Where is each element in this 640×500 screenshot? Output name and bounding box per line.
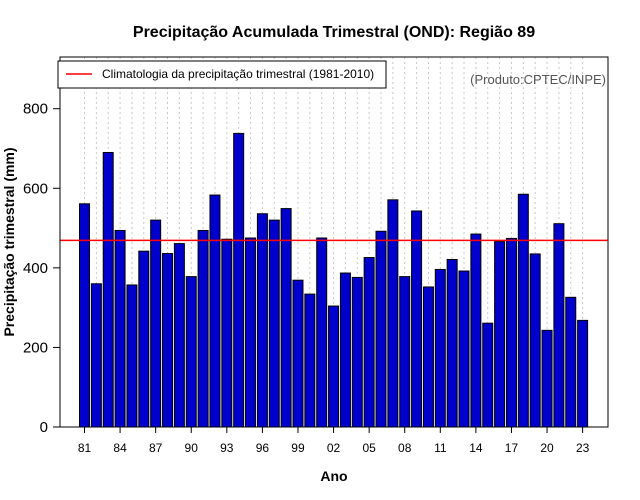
x-tick-label-17: 17 [505, 441, 519, 455]
bar-2018 [517, 193, 529, 428]
bar-1989 [173, 243, 185, 428]
bar-2019 [529, 253, 541, 428]
bar-2016 [494, 241, 506, 428]
x-tick-label-84: 84 [113, 441, 127, 455]
bar-1991 [197, 229, 209, 428]
bar-2003 [339, 272, 351, 428]
bar-2023 [577, 319, 589, 428]
bar-1981 [79, 203, 90, 428]
bar-1995 [245, 237, 257, 428]
bar-2010 [422, 286, 434, 428]
x-tick-label-20: 20 [540, 441, 554, 455]
bar-1999 [292, 279, 304, 428]
bar-1992 [209, 194, 221, 428]
bar-1982 [90, 283, 102, 428]
bar-2012 [446, 259, 458, 428]
chart-title: Precipitação Acumulada Trimestral (OND):… [133, 24, 535, 41]
x-tick-label-99: 99 [291, 441, 305, 455]
bar-1990 [185, 276, 197, 428]
x-tick-label-02: 02 [327, 441, 341, 455]
bar-2021 [553, 223, 565, 428]
bar-2020 [541, 329, 553, 428]
bars [79, 132, 589, 428]
bar-1997 [268, 219, 280, 428]
bar-2006 [375, 230, 387, 428]
bar-1987 [150, 219, 162, 428]
bar-1993 [221, 238, 233, 428]
x-tick-label-96: 96 [256, 441, 270, 455]
x-axis: 81 84 87 90 93 96 99 02 05 08 11 14 17 20 23 [78, 427, 590, 455]
bar-1985 [126, 284, 138, 428]
bar-1984 [114, 229, 126, 428]
y-tick-label-600: 600 [23, 180, 48, 197]
bar-2014 [470, 233, 482, 428]
x-tick-label-05: 05 [362, 441, 376, 455]
legend: Climatologia da precipitação trimestral … [57, 60, 387, 89]
legend-box [57, 60, 387, 89]
legend-label: Climatologia da precipitação trimestral … [102, 67, 374, 81]
x-tick-label-14: 14 [469, 441, 483, 455]
bar-1994 [233, 132, 245, 428]
bar-2015 [482, 322, 494, 428]
x-tick-label-93: 93 [220, 441, 234, 455]
y-tick-label-200: 200 [23, 339, 48, 356]
bar-1998 [280, 208, 292, 428]
y-axis: 0 200 400 600 800 [23, 101, 60, 436]
y-tick-label-400: 400 [23, 260, 48, 277]
bar-2001 [316, 237, 328, 428]
y-tick-label-0: 0 [40, 419, 48, 436]
bar-2005 [363, 257, 375, 428]
bar-2022 [565, 296, 577, 428]
x-tick-label-87: 87 [149, 441, 163, 455]
x-tick-label-23: 23 [576, 441, 590, 455]
bar-1983 [102, 151, 114, 428]
bar-2013 [458, 270, 470, 428]
bar-2009 [411, 210, 423, 428]
y-axis-title: Precipitação trimestral (mm) [1, 147, 17, 336]
x-tick-label-81: 81 [78, 441, 92, 455]
credit-text: (Produto:CPTEC/INPE) [470, 72, 606, 87]
x-tick-label-08: 08 [398, 441, 412, 455]
bar-2011 [434, 268, 446, 428]
bar-1996 [256, 213, 268, 428]
bar-1988 [162, 253, 174, 428]
bar-2000 [304, 293, 316, 428]
bar-2007 [387, 199, 399, 428]
x-tick-label-90: 90 [185, 441, 199, 455]
bar-2002 [328, 305, 340, 428]
x-tick-label-11: 11 [434, 441, 447, 455]
y-tick-label-800: 800 [23, 101, 48, 118]
bar-2017 [505, 237, 517, 428]
x-axis-title: Ano [320, 468, 347, 484]
bar-2004 [351, 276, 363, 428]
bar-2008 [399, 276, 411, 428]
bar-1986 [138, 250, 150, 428]
